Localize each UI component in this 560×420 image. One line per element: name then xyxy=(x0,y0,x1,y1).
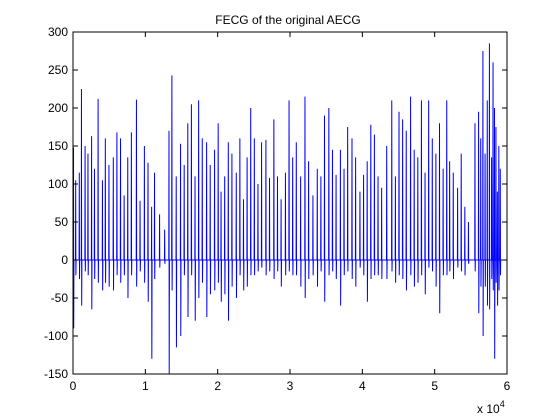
series-layer xyxy=(72,43,507,375)
x-multiplier-base: x 10 xyxy=(477,402,500,416)
y-axis-ticks: -150 -100 -50 0 50 100 150 200 250 300 xyxy=(44,25,507,381)
x-multiplier-exponent: 4 xyxy=(500,399,505,409)
y-tick-label: 200 xyxy=(48,101,68,115)
series-line-0 xyxy=(72,43,507,375)
x-tick-label: 1 xyxy=(142,379,149,393)
x-tick-label: 3 xyxy=(287,379,294,393)
x-axis-ticks: 0 1 2 3 4 5 6 xyxy=(70,32,511,393)
y-tick-label: 100 xyxy=(48,177,68,191)
x-multiplier-label: x 104 xyxy=(477,399,505,416)
x-tick-label: 6 xyxy=(504,379,511,393)
x-tick-label: 2 xyxy=(214,379,221,393)
x-tick-label: 4 xyxy=(359,379,366,393)
y-tick-label: 150 xyxy=(48,139,68,153)
y-tick-label: -100 xyxy=(44,329,68,343)
y-tick-label: 250 xyxy=(48,63,68,77)
y-tick-label: 300 xyxy=(48,25,68,39)
y-tick-label: 50 xyxy=(55,215,69,229)
y-tick-label: 0 xyxy=(61,253,68,267)
x-tick-label: 0 xyxy=(70,379,77,393)
x-tick-label: 5 xyxy=(431,379,438,393)
y-tick-label: -150 xyxy=(44,367,68,381)
chart-title: FECG of the original AECG xyxy=(215,13,360,27)
axes-layer xyxy=(72,31,508,375)
y-tick-label: -50 xyxy=(51,291,69,305)
axes-box xyxy=(72,31,508,375)
